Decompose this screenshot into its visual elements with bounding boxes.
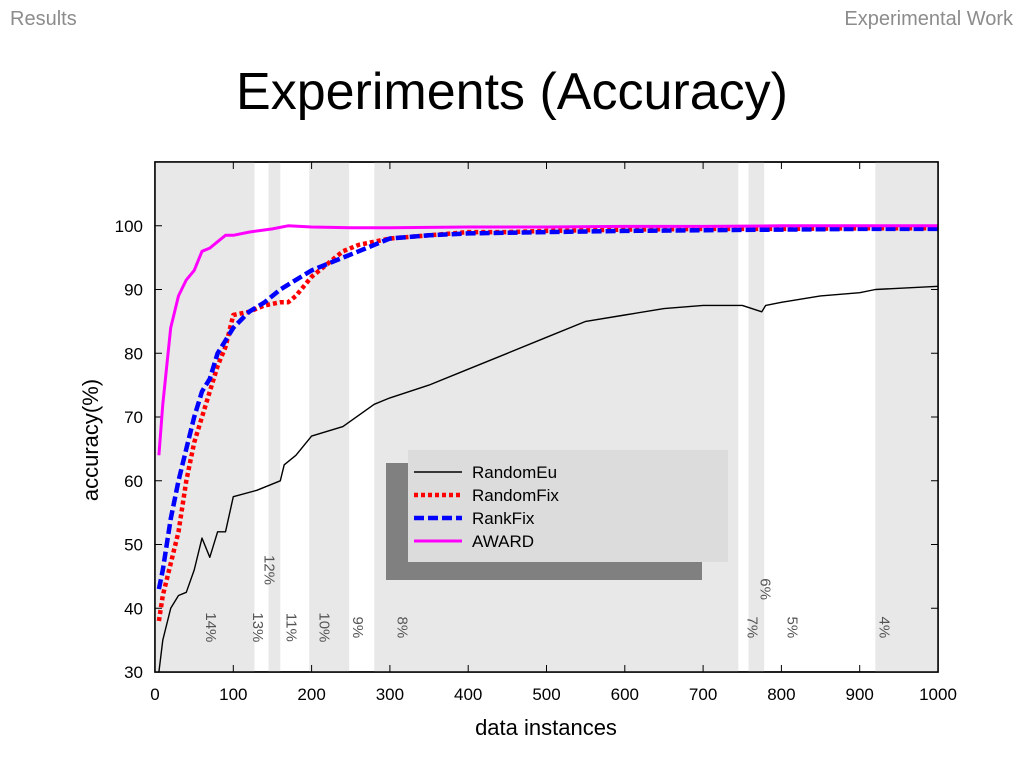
y-tick-label: 30 (124, 663, 143, 682)
y-tick-label: 40 (124, 599, 143, 618)
band-annotation: 9% (349, 617, 366, 639)
x-tick-label: 300 (376, 685, 404, 704)
series-line-randomfix (156, 226, 938, 622)
legend-label-award: AWARD (472, 532, 534, 551)
y-tick-label: 100 (115, 217, 143, 236)
band-annotation: 7% (744, 617, 761, 639)
x-tick-label: 800 (767, 685, 795, 704)
shaded-band-4 (748, 162, 765, 672)
series-lines (156, 224, 939, 673)
band-annotation: 11% (283, 613, 300, 642)
band-annotation: 10% (315, 612, 332, 642)
band-annotation: 13% (249, 612, 266, 642)
x-tick-label: 1000 (919, 685, 957, 704)
x-tick-label: 400 (454, 685, 482, 704)
y-tick-label: 90 (124, 281, 143, 300)
legend-box (408, 450, 728, 562)
shaded-band-1 (268, 162, 281, 672)
band-annotation: 12% (261, 555, 278, 585)
slide-title: Experiments (Accuracy) (236, 63, 788, 121)
y-tick-label: 70 (124, 408, 143, 427)
x-tick-label: 0 (150, 685, 159, 704)
section-label: Results (10, 8, 77, 30)
deck-label: Experimental Work (844, 8, 1013, 30)
series-line-award (157, 224, 938, 456)
shaded-band-5 (875, 162, 938, 672)
band-annotation: 6% (756, 578, 773, 600)
legend-label-randomfix: RandomFix (472, 486, 559, 505)
band-annotation: 4% (875, 617, 892, 639)
band-annotations: 14% 12% 13% 11% 10% 9% 8% 6% 7% 5% 4% (202, 555, 892, 642)
series-line-randomeu (158, 285, 939, 673)
x-tick-label: 500 (532, 685, 560, 704)
y-tick-label: 80 (124, 344, 143, 363)
band-annotation: 5% (784, 617, 801, 639)
shaded-bands (155, 162, 938, 672)
series-line-rankfix (156, 226, 938, 590)
legend-label-rankfix: RankFix (472, 509, 535, 528)
x-axis-label: data instances (475, 715, 617, 740)
x-tick-label: 900 (846, 685, 874, 704)
legend: RandomEu RandomFix RankFix AWARD (386, 450, 728, 580)
x-tick-label: 700 (689, 685, 717, 704)
x-tick-label: 600 (611, 685, 639, 704)
shaded-band-2 (309, 162, 350, 672)
band-annotation: 8% (394, 617, 411, 639)
y-axis-label: accuracy(%) (78, 379, 103, 501)
y-axis-ticks: 30 40 50 60 70 80 90 100 (115, 217, 938, 682)
x-tick-label: 100 (219, 685, 247, 704)
shaded-band-3 (374, 162, 739, 672)
legend-label-randomeu: RandomEu (472, 463, 557, 482)
x-axis-ticks: 0 100 200 300 400 500 600 700 800 900 1000 (150, 162, 957, 704)
y-tick-label: 60 (124, 472, 143, 491)
x-tick-label: 200 (297, 685, 325, 704)
band-annotation: 14% (202, 612, 219, 642)
y-tick-label: 50 (124, 536, 143, 555)
plot-border (154, 161, 939, 673)
shaded-band-0 (155, 162, 255, 672)
